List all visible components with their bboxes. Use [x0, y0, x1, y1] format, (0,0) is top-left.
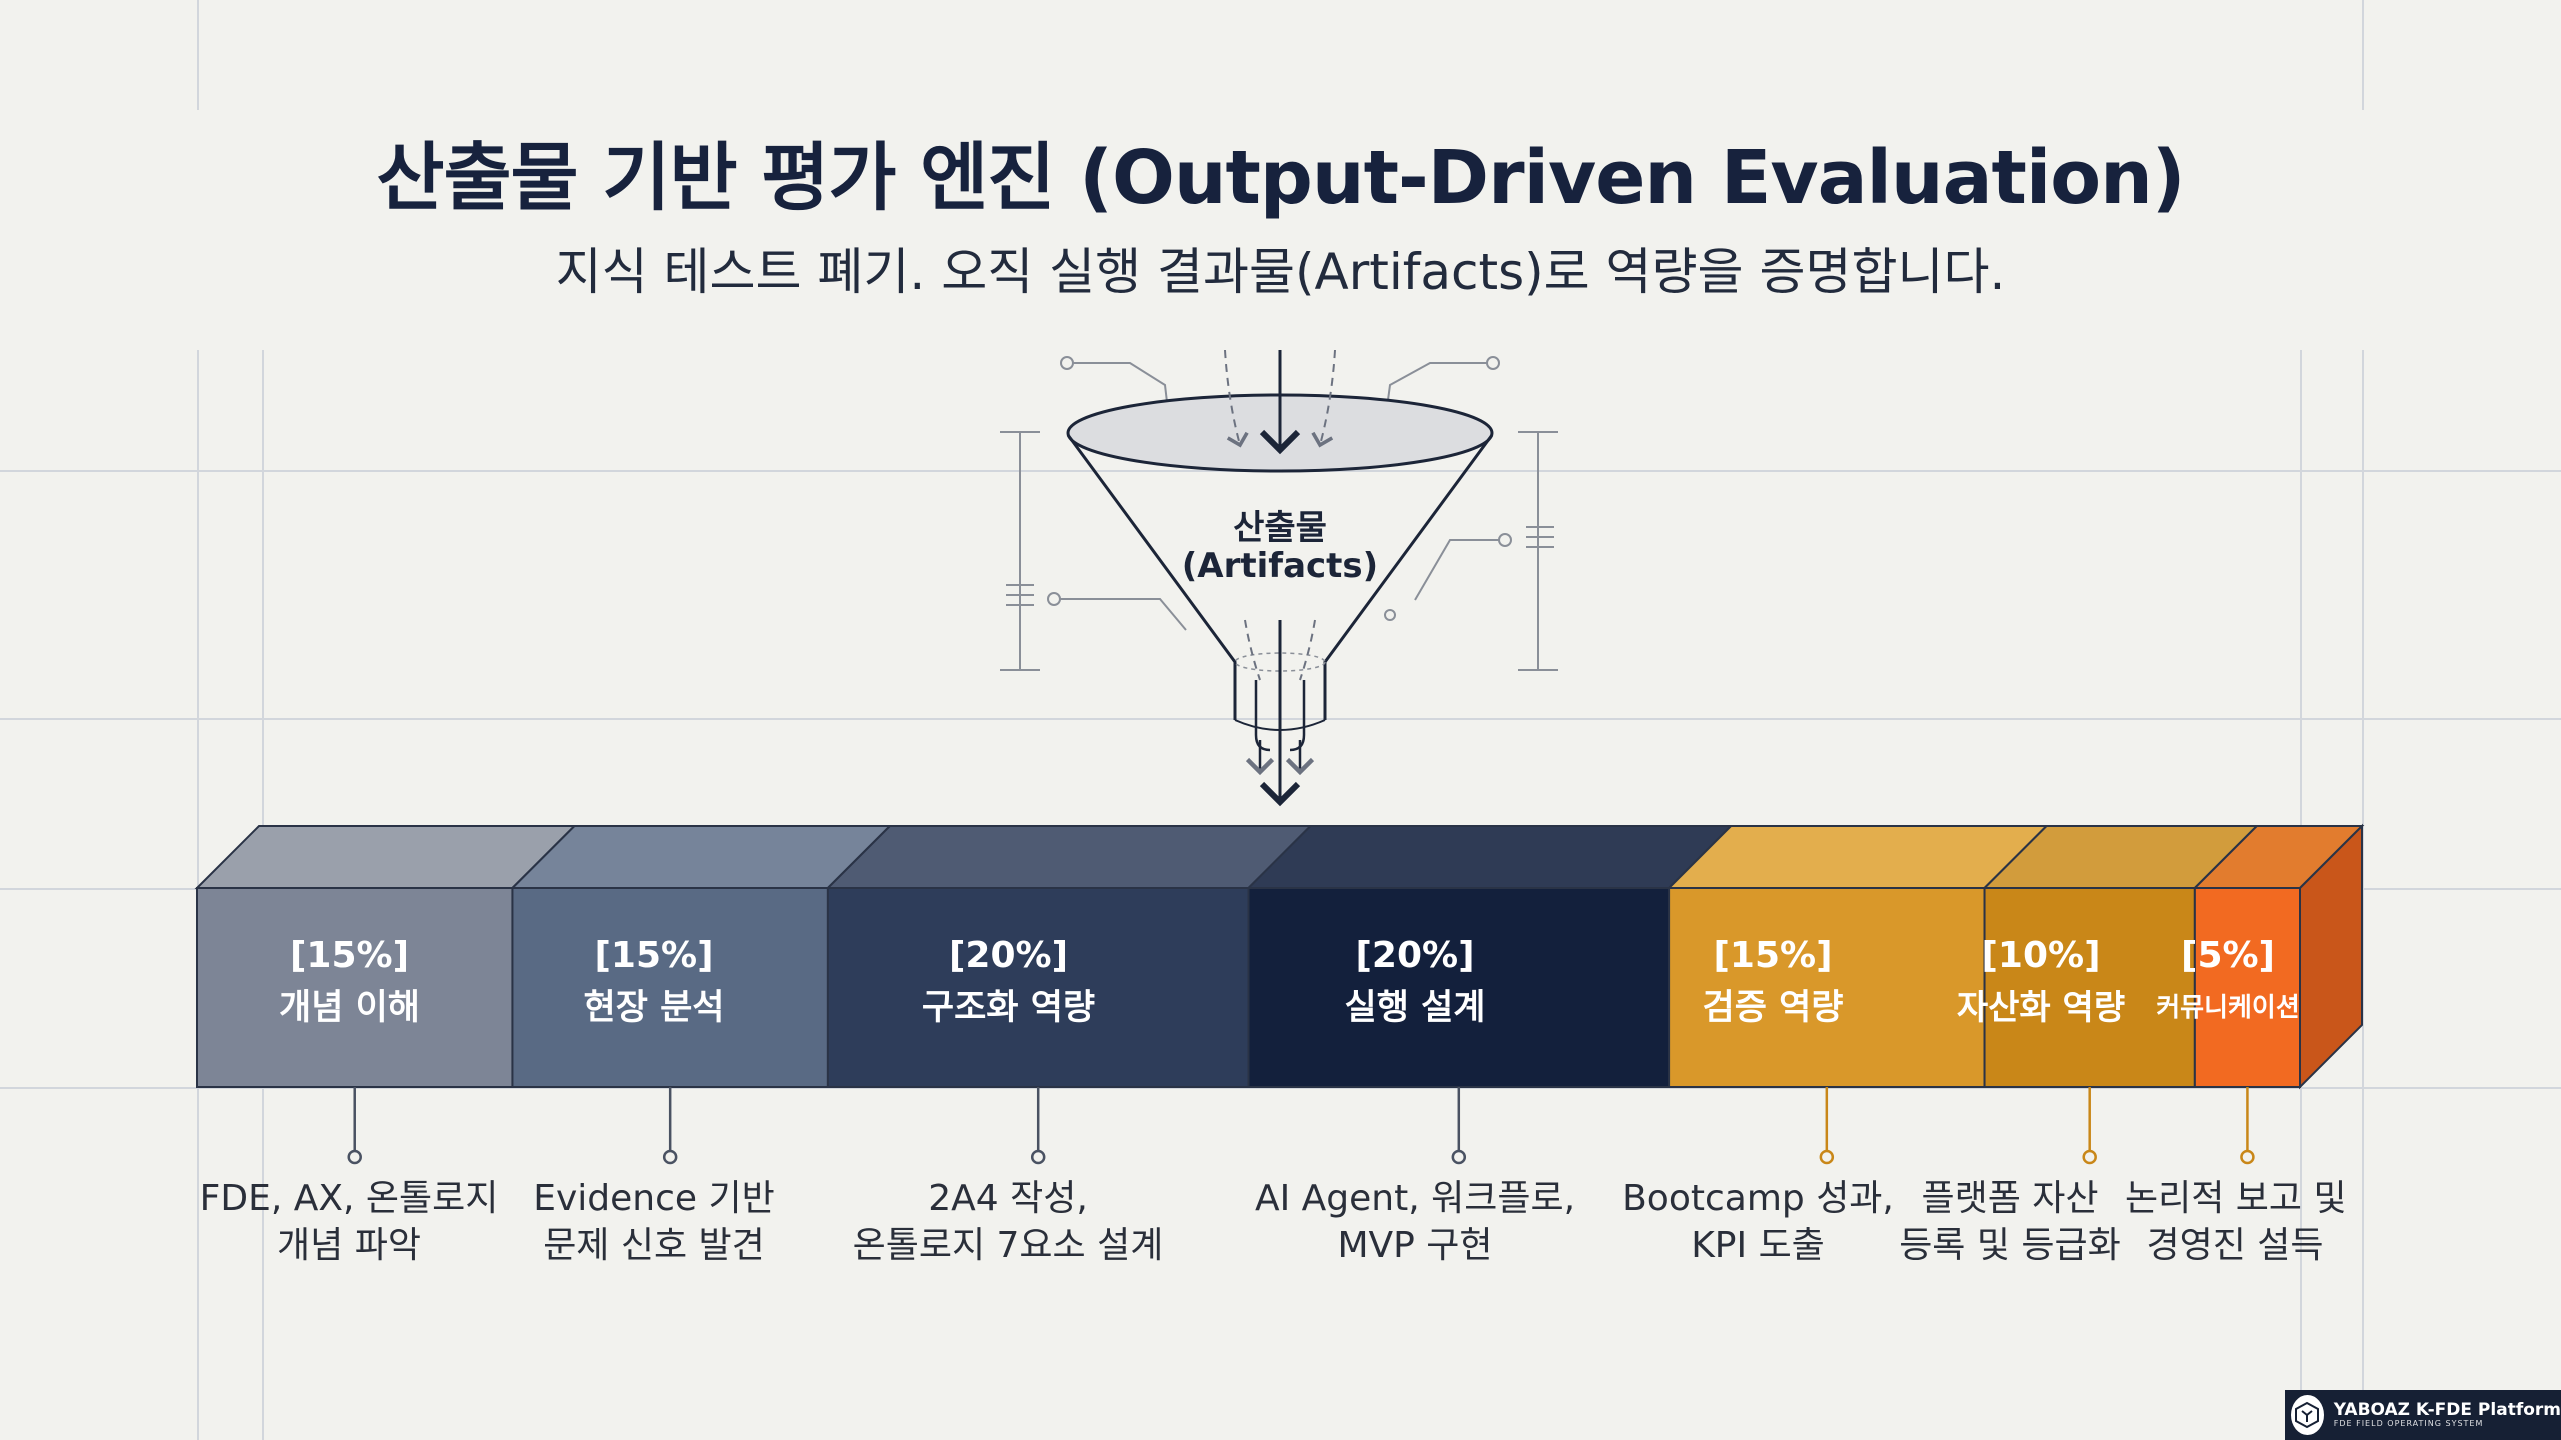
grid-line	[197, 0, 199, 110]
segment-pct: [15%]	[289, 935, 410, 976]
logo-subtitle: FDE FIELD OPERATING SYSTEM	[2333, 1418, 2484, 1428]
desc-line: Bootcamp 성과,	[1622, 1178, 1894, 1219]
segment-label-4: [20%] 실행 설계	[1211, 930, 1619, 1034]
segment-name: 개념 이해	[279, 988, 420, 1028]
funnel-label-line1: 산출물	[1233, 508, 1327, 548]
desc-line: FDE, AX, 온톨로지	[199, 1178, 499, 1219]
logo-title: YABOAZ K-FDE Platform	[2333, 1400, 2561, 1421]
bar-segment-4	[1246, 825, 1734, 1165]
segment-desc-2: Evidence 기반 문제 신호 발견	[504, 1175, 804, 1269]
desc-line: KPI 도출	[1691, 1225, 1825, 1266]
segment-pct: [20%]	[1355, 935, 1475, 976]
bar-segment-1	[194, 825, 577, 1165]
segment-label-6: [10%] 자산화 역량	[1927, 930, 2155, 1034]
segment-pct: [5%]	[2180, 935, 2276, 976]
page-title: 산출물 기반 평가 엔진 (Output-Driven Evaluation)	[376, 135, 2185, 221]
desc-line: 문제 신호 발견	[543, 1225, 765, 1266]
segment-desc-4: AI Agent, 워크플로, MVP 구현	[1215, 1175, 1615, 1269]
segment-name: 현장 분석	[583, 988, 725, 1028]
desc-line: 2A4 작성,	[928, 1178, 1088, 1219]
segment-label-1: [15%] 개념 이해	[197, 930, 502, 1034]
funnel-diagram	[1000, 349, 1558, 807]
segment-label-2: [15%] 현장 분석	[502, 930, 806, 1034]
desc-line: 개념 파악	[277, 1225, 421, 1266]
segment-pct: [15%]	[594, 935, 714, 976]
funnel-label-line2: (Artifacts)	[1181, 546, 1379, 586]
desc-line: Evidence 기반	[533, 1178, 775, 1219]
segment-label-5: [15%] 검증 역량	[1619, 930, 1927, 1034]
platform-logo: YABOAZ K-FDE Platform FDE FIELD OPERATIN…	[2285, 1390, 2561, 1440]
segment-name: 실행 설계	[1344, 988, 1486, 1028]
segment-name: 구조화 역량	[921, 988, 1096, 1028]
desc-line: 플랫폼 자산	[1921, 1178, 2099, 1219]
desc-line: 경영진 설득	[2146, 1225, 2324, 1266]
platform-logo-icon	[2291, 1395, 2324, 1435]
desc-line: MVP 구현	[1337, 1225, 1493, 1266]
segment-desc-7: 논리적 보고 및 경영진 설득	[2125, 1175, 2347, 1269]
grid-line	[2362, 0, 2364, 110]
segment-label-3: [20%] 구조화 역량	[806, 930, 1211, 1034]
segment-name: 검증 역량	[1702, 988, 1844, 1028]
segment-desc-6: 플랫폼 자산 등록 및 등급화	[1895, 1175, 2125, 1269]
segment-pct: [20%]	[948, 935, 1069, 976]
page-subtitle: 지식 테스트 폐기. 오직 실행 결과물(Artifacts)로 역량을 증명합…	[555, 243, 2006, 301]
desc-line: 온톨로지 7요소 설계	[852, 1225, 1164, 1266]
segment-pct: [15%]	[1713, 935, 1833, 976]
segment-desc-5: Bootcamp 성과, KPI 도출	[1613, 1175, 1903, 1269]
segment-name: 자산화 역량	[1956, 988, 2126, 1028]
segment-pct: [10%]	[1981, 935, 2101, 976]
bar-segment-5	[1666, 825, 2049, 1165]
bar-segment-3	[825, 825, 1313, 1165]
desc-line: 등록 및 등급화	[1899, 1225, 2121, 1266]
desc-line: AI Agent, 워크플로,	[1254, 1178, 1576, 1219]
bar-segment-7	[2192, 823, 2365, 1165]
bar-segment-2	[510, 825, 893, 1165]
segment-label-7: [5%] 커뮤니케이션	[2155, 930, 2301, 1034]
desc-line: 논리적 보고 및	[2125, 1178, 2347, 1219]
segment-name: 커뮤니케이션	[2156, 993, 2300, 1023]
segment-desc-3: 2A4 작성, 온톨로지 7요소 설계	[808, 1175, 1208, 1269]
segment-desc-1: FDE, AX, 온톨로지 개념 파악	[199, 1175, 499, 1269]
